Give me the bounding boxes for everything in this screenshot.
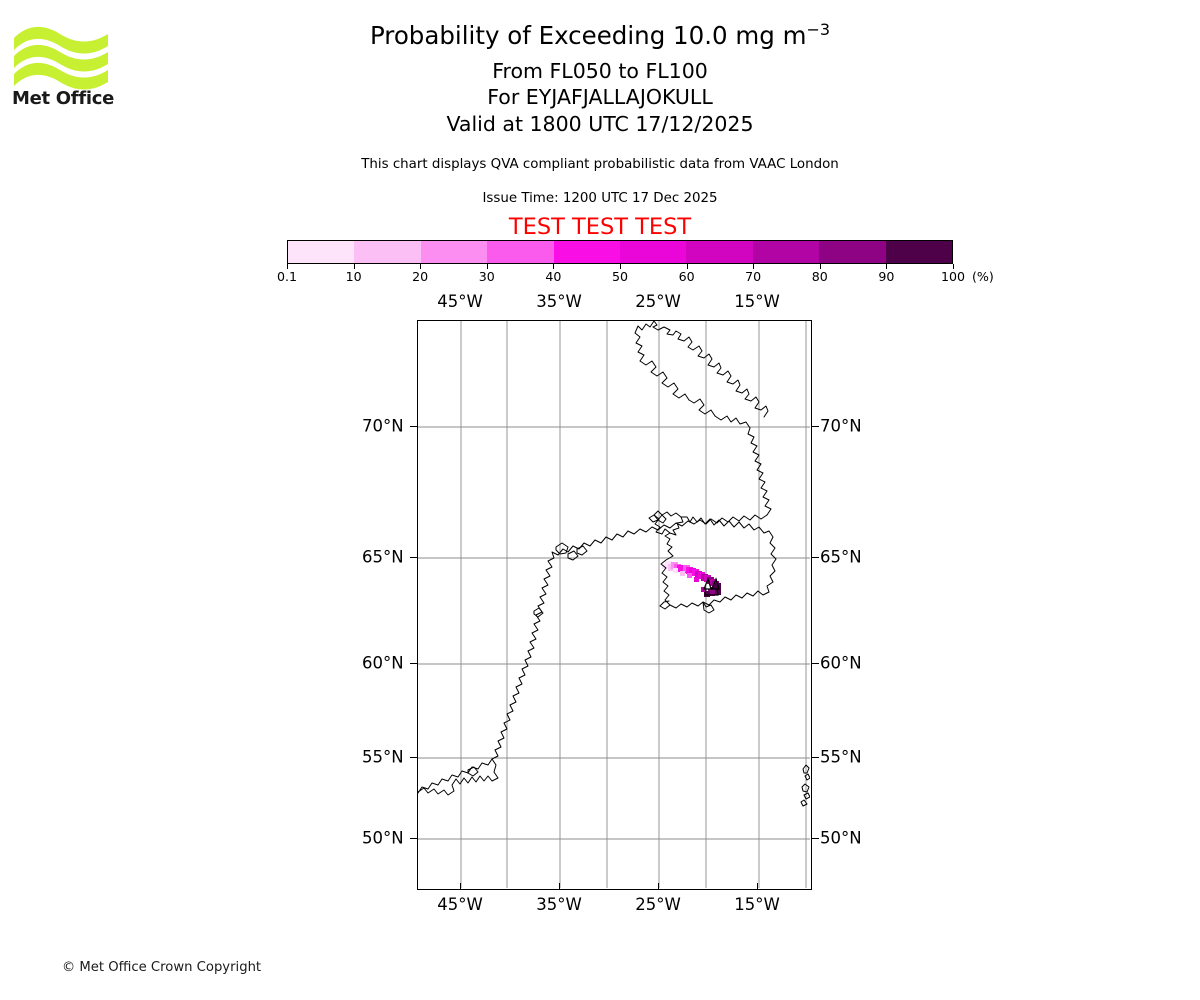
colorbar-tick-label-100: 100	[940, 269, 966, 284]
map-plot-area[interactable]	[417, 320, 812, 890]
map-svg	[418, 321, 810, 888]
colorbar-tick	[753, 264, 755, 269]
probability-colorbar: 0.1 10 20 30 40 50 60 70 80 90 100	[277, 240, 965, 284]
colorbar-gradient	[287, 240, 953, 264]
colorbar-segment-6	[686, 241, 753, 263]
page-title: Probability of Exceeding 10.0 mg m−3	[0, 21, 1200, 50]
lat-tick	[410, 757, 417, 758]
colorbar-tick-label-80: 80	[811, 269, 828, 284]
colorbar-tick	[486, 264, 488, 269]
lat-label-left-65n: 65°N	[362, 547, 404, 567]
lat-tick-right	[812, 557, 819, 558]
colorbar-ticks	[287, 264, 954, 270]
colorbar-segment-9	[885, 241, 953, 263]
iceland-coastline	[648, 510, 777, 614]
colorbar-tick-label-0.1: 0.1	[276, 269, 298, 284]
ash-plume	[662, 561, 721, 597]
lon-tick	[460, 883, 461, 890]
colorbar-segment-8	[819, 241, 886, 263]
lon-label-bottom-15w: 15°W	[734, 895, 780, 914]
copyright-notice: © Met Office Crown Copyright	[62, 960, 262, 975]
lon-label-top-35w: 35°W	[536, 292, 582, 311]
lat-tick-right	[812, 663, 819, 664]
lat-label-left-50n: 50°N	[362, 828, 404, 848]
colorbar-tick-label-40: 40	[545, 269, 562, 284]
subtitle-valid-time: Valid at 1800 UTC 17/12/2025	[446, 111, 754, 136]
lat-tick	[410, 838, 417, 839]
test-banner: TEST TEST TEST	[508, 214, 692, 240]
lat-label-right-70n: 70°N	[820, 416, 862, 436]
colorbar-tick	[620, 264, 621, 269]
colorbar-segment-4	[553, 241, 621, 263]
lon-label-bottom-45w: 45°W	[437, 895, 483, 914]
colorbar-segment-7	[752, 241, 820, 263]
lon-label-top-45w: 45°W	[437, 292, 483, 311]
map-canvas	[418, 321, 811, 889]
lat-label-right-55n: 55°N	[820, 747, 862, 767]
colorbar-tick	[353, 264, 355, 269]
lat-tick-right	[812, 838, 819, 839]
lat-tick-right	[812, 426, 819, 427]
colorbar-tick-label-30: 30	[478, 269, 495, 284]
lat-label-right-65n: 65°N	[820, 547, 862, 567]
colorbar-tick-label-50: 50	[611, 269, 629, 284]
colorbar-segment-1	[354, 241, 421, 263]
subtitle-volcano: For EYJAFJALLAJOKULL	[487, 85, 713, 110]
colorbar-segment-3	[487, 241, 554, 263]
lat-label-left-60n: 60°N	[362, 653, 404, 673]
colorbar-tick-label-20: 20	[412, 269, 429, 284]
lon-label-top-25w: 25°W	[635, 292, 681, 311]
colorbar-tick-label-70: 70	[745, 269, 762, 284]
lat-label-right-50n: 50°N	[820, 828, 862, 848]
subtitle-flight-levels: From FL050 to FL100	[492, 58, 708, 83]
colorbar-tick	[686, 264, 688, 269]
issue-time: Issue Time: 1200 UTC 17 Dec 2025	[482, 191, 718, 206]
colorbar-segment-2	[420, 241, 488, 263]
greenland-coastline	[418, 321, 772, 796]
lat-label-left-55n: 55°N	[362, 747, 404, 767]
colorbar-tick	[953, 264, 954, 269]
colorbar-tick-label-10: 10	[345, 269, 362, 284]
lat-tick	[410, 557, 417, 558]
lat-tick-right	[812, 757, 819, 758]
page-title-text: Probability of Exceeding 10.0 mg m	[369, 21, 807, 50]
met-office-logo-text: Met Office	[12, 88, 115, 109]
lat-tick	[410, 426, 417, 427]
colorbar-segment-5	[620, 241, 687, 263]
lon-label-top-15w: 15°W	[734, 292, 780, 311]
lat-tick	[410, 663, 417, 664]
colorbar-tick	[886, 264, 888, 269]
lat-label-left-70n: 70°N	[362, 416, 404, 436]
lon-label-bottom-35w: 35°W	[536, 895, 582, 914]
lon-tick	[757, 883, 758, 890]
page-title-exponent: −3	[806, 19, 831, 39]
colorbar-tick	[553, 264, 555, 269]
faroe-islands	[800, 764, 810, 807]
lon-tick	[559, 883, 560, 890]
colorbar-tick-label-60: 60	[678, 269, 695, 284]
colorbar-tick	[287, 264, 288, 269]
lon-label-bottom-25w: 25°W	[635, 895, 681, 914]
colorbar-tick	[819, 264, 821, 269]
lon-tick	[658, 883, 659, 890]
colorbar-unit-label: (%)	[972, 269, 994, 284]
qva-note: This chart displays QVA compliant probab…	[361, 157, 839, 172]
colorbar-tick-labels: 0.1 10 20 30 40 50 60 70 80 90 100	[277, 269, 965, 287]
lat-label-right-60n: 60°N	[820, 653, 862, 673]
colorbar-tick-label-90: 90	[878, 269, 895, 284]
title-block: Probability of Exceeding 10.0 mg m−3 Fro…	[0, 21, 1200, 137]
met-office-logo	[12, 22, 122, 117]
map-gridlines	[418, 321, 810, 888]
volcano-marker	[703, 577, 720, 596]
colorbar-segment-0	[288, 241, 355, 263]
colorbar-tick	[420, 264, 422, 269]
